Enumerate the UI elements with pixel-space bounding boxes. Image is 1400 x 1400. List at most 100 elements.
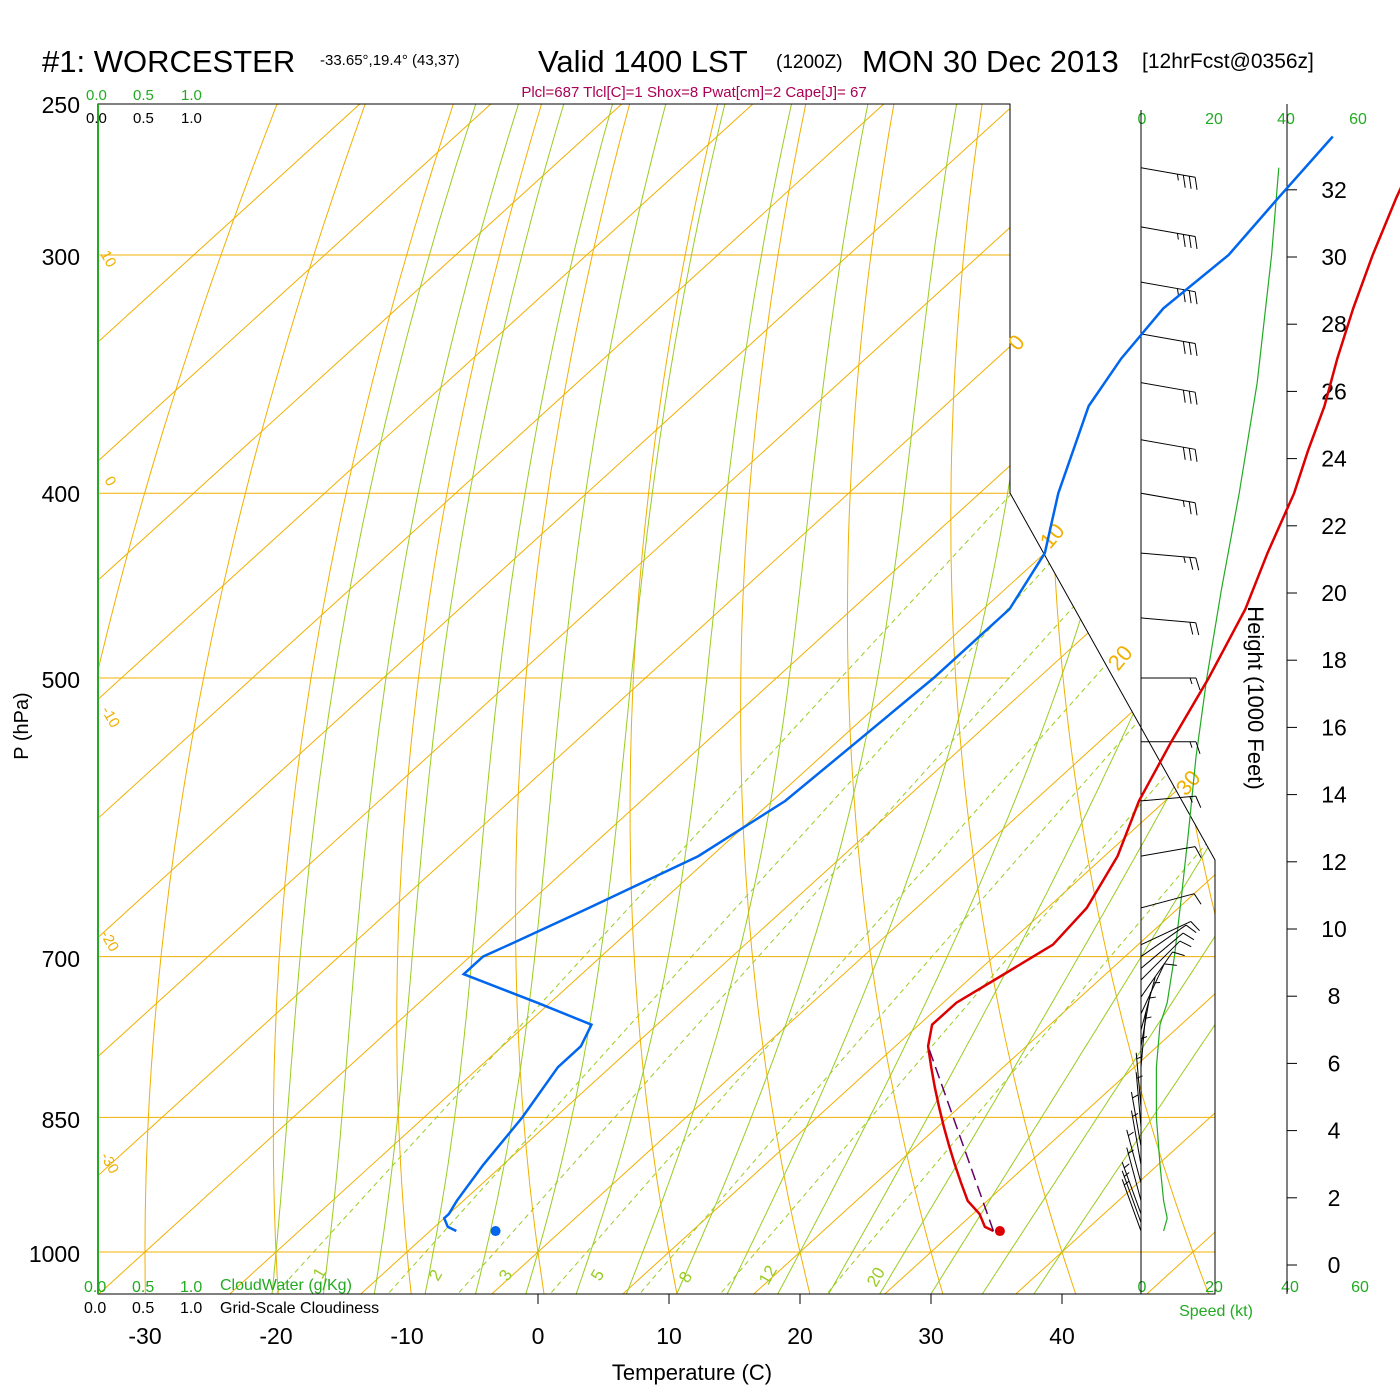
cloudiness-tick: 0.5: [132, 1300, 154, 1317]
wind-barb: [1140, 963, 1177, 1014]
pressure-tick: 700: [42, 946, 80, 972]
mixing-ratio-line: [458, 492, 1177, 1293]
moist-adiabat-line: [907, 104, 1215, 1294]
mixing-ratio-line: [551, 492, 1215, 1293]
cloud-tick: 0.0: [84, 1279, 106, 1296]
moist-adiabat-line: [807, 104, 1215, 1294]
pressure-tick: 1000: [29, 1241, 80, 1267]
dry-adiabat-line: [144, 104, 378, 1294]
wind-barb: [1121, 1170, 1142, 1223]
speed-tick: 20: [1205, 1279, 1223, 1296]
isotherm-line: [98, 104, 1215, 1294]
height-tick: 12: [1321, 849, 1347, 875]
cloudwater-axis-top: 0.0 0.5 1.0: [86, 87, 202, 104]
mixing-ratio-line: [640, 492, 1215, 1293]
wind-barb: [1141, 741, 1201, 754]
pressure-tick: 500: [42, 667, 80, 693]
cloudiness-tick: 1.0: [181, 110, 202, 127]
speed-tick: 60: [1351, 1279, 1369, 1296]
wind-barb: [1140, 167, 1198, 190]
speed-tick: 40: [1277, 111, 1295, 128]
moist-adiabat-line: [659, 104, 958, 1294]
moist-adiabat-line: [957, 104, 1215, 1294]
wind-barb: [1140, 932, 1195, 969]
wind-barb: [1140, 921, 1200, 946]
dry-adiabat-lines: [98, 104, 1215, 1294]
height-tick: 16: [1321, 714, 1347, 740]
wind-barb: [1130, 1110, 1142, 1165]
wind-barb: [1140, 893, 1202, 909]
mixing-ratio-label: 8: [675, 1268, 696, 1286]
moist-adiabat-line: [562, 104, 792, 1294]
isotherm-label: 10: [97, 248, 120, 271]
moist-adiabat-line: [514, 104, 726, 1294]
wind-barb: [1126, 1147, 1142, 1201]
cloudwater-label: CloudWater (g/Kg): [220, 1277, 352, 1294]
mixing-ratio-labels: 1 2 3 5 8 12 20: [309, 1262, 889, 1290]
height-tick: 14: [1321, 782, 1347, 808]
temp-tick: 40: [1049, 1323, 1075, 1349]
pressure-tick: 400: [42, 481, 80, 507]
speed-tick: 60: [1349, 111, 1367, 128]
mixing-ratio-line: [721, 492, 1215, 1293]
moist-adiabat-line: [367, 104, 565, 1294]
height-tick: 2: [1328, 1185, 1341, 1211]
isotherm-line: [188, 104, 1215, 1294]
forecast-info: [12hrFcst@0356z]: [1142, 50, 1314, 73]
wind-barb: [1140, 382, 1198, 405]
wind-barb: [1121, 1179, 1142, 1232]
pressure-tick: 300: [42, 244, 80, 270]
valid-date: MON 30 Dec 2013: [862, 44, 1119, 79]
mixing-ratio-label: 20: [863, 1264, 889, 1290]
isotherm-line: [974, 104, 1215, 1294]
wind-barbs: [1121, 167, 1202, 1232]
temperature-axis-ticks: [537, 1294, 1063, 1304]
sounding-params: Plcl=687 Tlcl[C]=1 Shox=8 Pwat[cm]=2 Cap…: [521, 84, 866, 101]
isotherm-line: [98, 104, 1184, 1294]
dry-adiabat-line: [396, 104, 553, 1294]
wind-barb: [1121, 1162, 1142, 1215]
wind-barb: [1135, 1072, 1143, 1128]
wind-barb: [1140, 439, 1198, 462]
station-title: #1: WORCESTER: [42, 44, 295, 79]
cloud-tick: 0.5: [133, 87, 154, 104]
isotherm-line: [98, 104, 922, 1294]
moist-adiabat-line: [267, 104, 477, 1294]
speed-axis-bottom: 0 20 40 60 Speed (kt): [1138, 1279, 1369, 1320]
plot-frame: [97, 103, 1216, 1295]
wind-barb: [1140, 951, 1185, 998]
dry-adiabat-label: 30: [1171, 765, 1206, 800]
dewpoint-trace: [442, 135, 1334, 1233]
moist-adiabat-line: [857, 104, 1215, 1294]
pressure-tick: 850: [42, 1107, 80, 1133]
cloudiness-tick: 0.0: [84, 1300, 106, 1317]
isotherm-line: [581, 104, 1215, 1294]
cloudiness-tick: 1.0: [180, 1300, 202, 1317]
wind-barb: [1140, 976, 1161, 1031]
cloudiness-tick: 0.0: [86, 110, 107, 127]
height-tick: 32: [1321, 177, 1347, 203]
isotherm-lines: [98, 104, 1215, 1294]
isotherm-label: -30: [97, 1150, 123, 1177]
height-tick: 10: [1321, 916, 1347, 942]
speed-tick: 0: [1138, 111, 1147, 128]
moist-adiabat-line: [465, 104, 667, 1294]
wind-barb: [1130, 1091, 1142, 1147]
wind-barb: [1140, 1032, 1148, 1088]
surface-temperature-marker: [994, 1226, 1005, 1237]
x-axis-label: Temperature (C): [612, 1360, 772, 1385]
height-tick: 6: [1328, 1050, 1341, 1076]
dry-adiabat-line: [629, 104, 727, 1294]
isobar-lines: [98, 103, 1215, 1253]
mixing-ratio-label: 3: [495, 1266, 516, 1284]
height-tick: 22: [1321, 513, 1347, 539]
temp-tick: 0: [532, 1323, 545, 1349]
moist-adiabat-lines: [267, 104, 1215, 1294]
isotherm-line: [98, 104, 1053, 1294]
speed-axis-label: Speed (kt): [1179, 1303, 1253, 1320]
mixing-ratio-label: 5: [587, 1266, 608, 1284]
cloudiness-tick: 0.5: [133, 110, 154, 127]
surface-dewpoint-marker: [490, 1226, 501, 1237]
